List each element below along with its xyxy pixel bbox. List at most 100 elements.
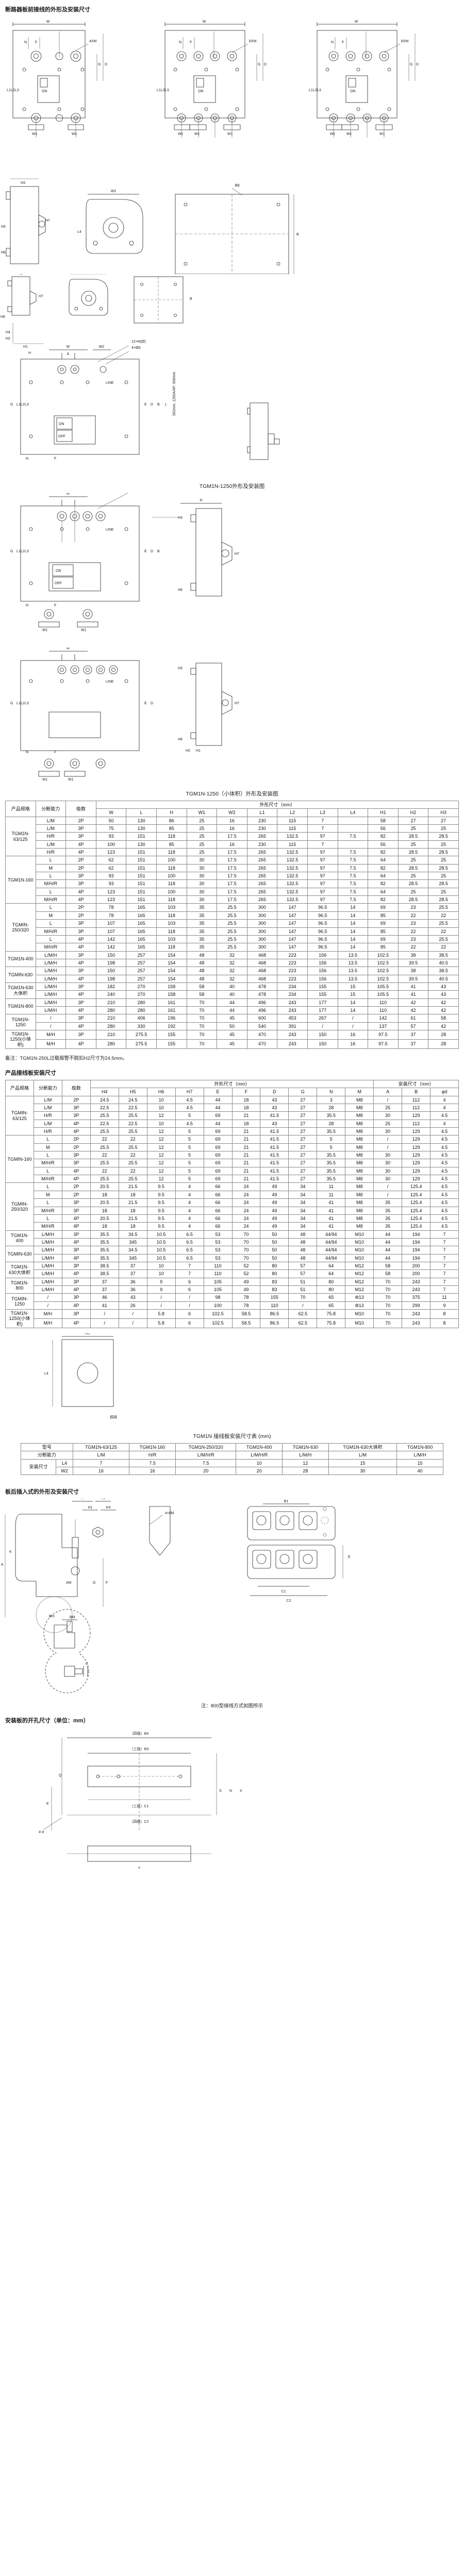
svg-text:（三极）B3: （三极）B3 bbox=[130, 1747, 149, 1751]
svg-text:E: E bbox=[144, 550, 147, 553]
svg-text:ON: ON bbox=[56, 569, 61, 573]
svg-text:H2: H2 bbox=[6, 337, 10, 341]
svg-text:A: A bbox=[1, 1563, 4, 1567]
svg-text:E: E bbox=[46, 1802, 49, 1806]
svg-text:Y: Y bbox=[138, 1867, 141, 1870]
svg-text:L1: L1 bbox=[157, 89, 161, 92]
svg-text:D: D bbox=[151, 550, 153, 553]
svg-text:L3: L3 bbox=[25, 550, 29, 553]
svg-text:S: S bbox=[219, 1789, 222, 1793]
svg-text:W2: W2 bbox=[99, 345, 105, 349]
svg-text:LINE: LINE bbox=[106, 528, 114, 532]
svg-text:L4: L4 bbox=[44, 1372, 48, 1376]
svg-text:D: D bbox=[151, 403, 153, 406]
svg-text:4-d: 4-d bbox=[39, 1831, 44, 1834]
svg-text:W1: W1 bbox=[42, 778, 48, 782]
svg-text:W1: W1 bbox=[32, 132, 38, 136]
svg-text:H6: H6 bbox=[178, 588, 183, 592]
svg-text:W1: W1 bbox=[194, 132, 200, 136]
svg-text:Q: Q bbox=[59, 1774, 62, 1777]
svg-text:LINE: LINE bbox=[106, 381, 114, 385]
svg-text:D: D bbox=[151, 702, 153, 705]
svg-text:W1: W1 bbox=[330, 132, 336, 136]
svg-text:F: F bbox=[106, 1581, 108, 1585]
svg-text:E: E bbox=[144, 702, 147, 705]
svg-text:F: F bbox=[54, 604, 56, 607]
svg-text:4×Ød: 4×Ød bbox=[131, 346, 140, 350]
svg-text:L2: L2 bbox=[313, 89, 317, 92]
svg-text:G: G bbox=[10, 550, 13, 553]
svg-text:W1: W1 bbox=[379, 132, 385, 136]
svg-text:W: W bbox=[67, 345, 70, 349]
svg-text:N: N bbox=[26, 751, 28, 754]
svg-text:W1: W1 bbox=[68, 778, 74, 782]
svg-text:W: W bbox=[46, 20, 50, 24]
svg-text:（三极）C1: （三极）C1 bbox=[130, 1804, 149, 1808]
svg-text:N: N bbox=[26, 604, 28, 607]
svg-text:G: G bbox=[98, 63, 101, 66]
svg-text:BM: BM bbox=[70, 1616, 75, 1619]
svg-text:L2: L2 bbox=[21, 550, 25, 553]
svg-text:Ðm: Ðm bbox=[49, 1615, 55, 1618]
svg-text:W1: W1 bbox=[42, 629, 48, 632]
svg-text:H7: H7 bbox=[235, 702, 239, 705]
svg-text:6XM: 6XM bbox=[249, 40, 257, 43]
svg-text:L: L bbox=[165, 403, 167, 406]
svg-text:H7: H7 bbox=[39, 295, 43, 298]
svg-text:4×Ød: 4×Ød bbox=[165, 1512, 174, 1515]
svg-text:L3: L3 bbox=[15, 89, 19, 92]
svg-text:L3: L3 bbox=[317, 89, 321, 92]
svg-text:H6: H6 bbox=[1, 315, 5, 319]
svg-text:W: W bbox=[203, 20, 206, 24]
svg-text:H4: H4 bbox=[6, 331, 10, 334]
svg-text:H1: H1 bbox=[23, 345, 28, 349]
svg-text:H3: H3 bbox=[18, 274, 23, 276]
svg-text:H5: H5 bbox=[1, 225, 6, 229]
svg-text:（四极）C2: （四极）C2 bbox=[130, 1819, 149, 1824]
svg-text:E: E bbox=[144, 403, 147, 406]
svg-text:L1: L1 bbox=[16, 403, 21, 406]
svg-text:OFF: OFF bbox=[58, 435, 65, 438]
svg-text:F: F bbox=[54, 751, 56, 754]
svg-text:E: E bbox=[348, 1555, 351, 1559]
svg-text:N: N bbox=[229, 1789, 232, 1793]
svg-text:4XM: 4XM bbox=[89, 40, 97, 43]
svg-text:H3: H3 bbox=[178, 667, 183, 670]
svg-text:ON: ON bbox=[59, 422, 64, 426]
svg-text:H1: H1 bbox=[88, 1506, 93, 1510]
svg-text:L1: L1 bbox=[7, 89, 11, 92]
svg-text:LINE: LINE bbox=[106, 680, 114, 684]
svg-text:L2: L2 bbox=[21, 403, 25, 406]
svg-text:D: D bbox=[105, 63, 107, 66]
svg-text:B: B bbox=[157, 403, 160, 406]
svg-text:W1: W1 bbox=[81, 629, 87, 632]
svg-text:F: F bbox=[54, 457, 56, 461]
svg-text:L1: L1 bbox=[16, 702, 21, 705]
svg-text:L3: L3 bbox=[165, 89, 169, 92]
svg-text:H2: H2 bbox=[186, 749, 190, 753]
svg-text:G: G bbox=[258, 63, 260, 66]
svg-text:W2: W2 bbox=[111, 190, 117, 193]
svg-text:L1: L1 bbox=[16, 550, 21, 553]
svg-text:铜排: 铜排 bbox=[110, 1415, 117, 1419]
svg-text:W: W bbox=[67, 648, 70, 650]
svg-text:H1: H1 bbox=[196, 749, 201, 753]
svg-text:B: B bbox=[190, 297, 192, 301]
svg-text:N: N bbox=[26, 457, 28, 461]
svg-text:L2: L2 bbox=[21, 702, 25, 705]
svg-text:H: H bbox=[200, 499, 202, 502]
svg-text:L3: L3 bbox=[25, 403, 29, 406]
svg-text:W: W bbox=[67, 493, 70, 496]
svg-text:W1: W1 bbox=[346, 132, 352, 136]
svg-text:L2: L2 bbox=[161, 89, 165, 92]
svg-text:G: G bbox=[93, 1581, 95, 1585]
svg-text:d: d bbox=[86, 1662, 88, 1666]
svg-text:H6: H6 bbox=[178, 738, 183, 741]
svg-text:C1: C1 bbox=[281, 1590, 286, 1594]
svg-text:X: X bbox=[240, 1789, 242, 1793]
svg-text:L3: L3 bbox=[25, 702, 29, 705]
svg-text:G: G bbox=[10, 403, 13, 406]
svg-text:Ød: Ød bbox=[235, 184, 239, 188]
svg-text:（四极）B4: （四极）B4 bbox=[130, 1731, 149, 1736]
svg-text:W: W bbox=[355, 20, 358, 24]
